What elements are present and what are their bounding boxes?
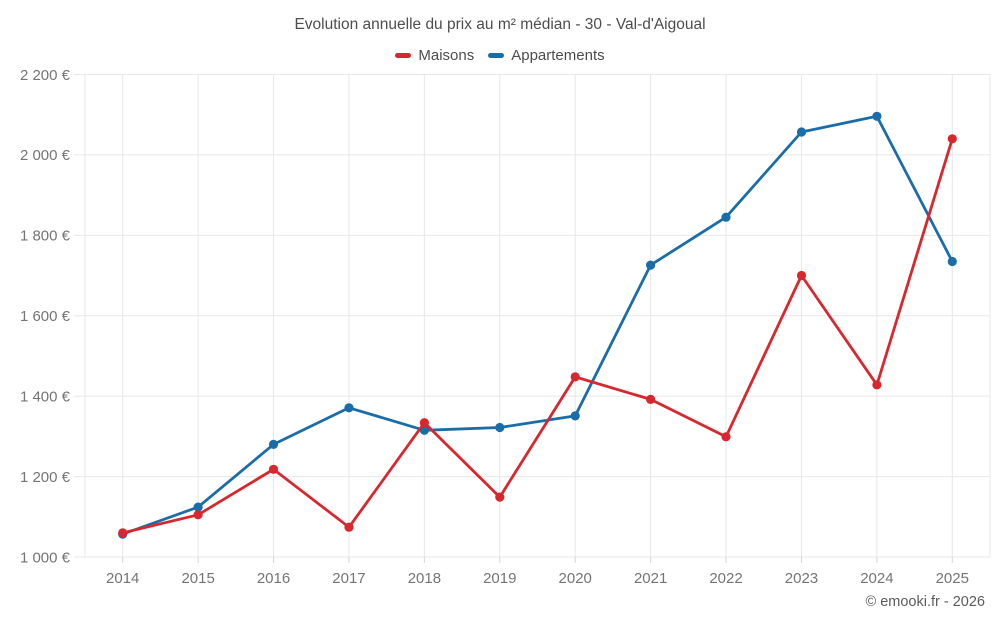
- chart-legend: Maisons Appartements: [0, 47, 1000, 64]
- y-axis-tick-label: 1 800 €: [20, 228, 71, 245]
- appartements-point-2023[interactable]: [796, 127, 807, 137]
- appartements-line: [121, 114, 954, 536]
- maisons-point-2019[interactable]: [495, 492, 505, 502]
- legend-item-maisons[interactable]: Maisons: [395, 47, 474, 64]
- maisons-point-2018[interactable]: [419, 418, 429, 428]
- y-axis-tick-label: 1 400 €: [20, 388, 71, 405]
- x-axis-tick-label: 2024: [860, 570, 893, 587]
- y-axis-tick-label: 1 000 €: [20, 549, 71, 566]
- appartements-swatch-icon: [488, 53, 505, 58]
- maisons-line: [121, 137, 954, 535]
- maisons-point-2015[interactable]: [193, 510, 203, 520]
- appartements-point-2019[interactable]: [495, 422, 505, 433]
- y-axis-tick-label: 2 000 €: [20, 147, 71, 164]
- appartements-point-2015[interactable]: [193, 502, 203, 512]
- maisons-point-2025[interactable]: [947, 134, 957, 144]
- appartements-point-2022[interactable]: [721, 212, 731, 222]
- appartements-point-2017[interactable]: [344, 403, 354, 413]
- legend-label-appartements: Appartements: [511, 47, 605, 64]
- maisons-point-2023[interactable]: [796, 270, 807, 281]
- y-axis-tick-label: 1 600 €: [20, 308, 71, 325]
- legend-item-appartements[interactable]: Appartements: [488, 47, 605, 64]
- x-axis-tick-label: 2023: [785, 570, 818, 587]
- appartements-point-2020[interactable]: [570, 411, 580, 421]
- appartements-point-2016[interactable]: [268, 439, 279, 449]
- maisons-point-2024[interactable]: [872, 380, 882, 390]
- maisons-point-2016[interactable]: [268, 464, 279, 474]
- maisons-point-2020[interactable]: [570, 372, 580, 382]
- maisons-point-2021[interactable]: [646, 394, 656, 404]
- maisons-point-2014[interactable]: [118, 528, 128, 538]
- maisons-swatch-icon: [395, 53, 412, 58]
- page-title: Evolution annuelle du prix au m² médian …: [294, 16, 706, 33]
- x-axis-tick-label: 2020: [559, 570, 592, 587]
- x-axis-tick-label: 2018: [408, 570, 441, 587]
- x-axis-tick-label: 2022: [709, 570, 742, 587]
- appartements-point-2025[interactable]: [947, 256, 957, 267]
- x-axis-tick-label: 2015: [181, 570, 214, 587]
- maisons-point-2017[interactable]: [344, 522, 354, 532]
- x-axis-tick-label: 2021: [634, 570, 667, 587]
- legend-label-maisons: Maisons: [418, 47, 475, 64]
- x-axis-tick-label: 2017: [332, 570, 365, 587]
- x-axis-tick-label: 2016: [257, 570, 290, 587]
- y-axis-tick-label: 2 200 €: [20, 67, 71, 84]
- maisons-point-2022[interactable]: [721, 432, 731, 442]
- x-axis-tick-label: 2025: [936, 570, 969, 587]
- copyright-footer: © emooki.fr - 2026: [865, 594, 985, 610]
- appartements-point-2024[interactable]: [872, 111, 882, 121]
- y-axis-tick-label: 1 200 €: [20, 469, 71, 486]
- x-axis-tick-label: 2019: [483, 570, 516, 587]
- appartements-point-2021[interactable]: [646, 260, 656, 270]
- x-axis-tick-label: 2014: [106, 570, 139, 587]
